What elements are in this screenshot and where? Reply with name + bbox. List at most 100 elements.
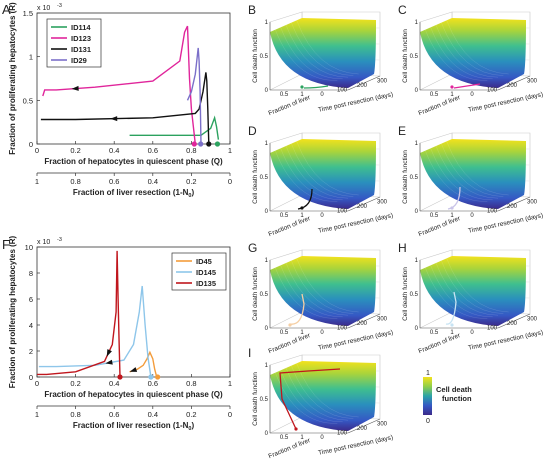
mesh-line (435, 262, 499, 316)
mesh-line (285, 24, 349, 78)
x2-tick-label: 0.6 (109, 177, 119, 186)
y-tick-label: 200 (357, 321, 368, 327)
x-tick-label: 0.5 (430, 330, 439, 336)
x2-axis-label: Fraction of liver resection (1-N0) (73, 421, 195, 432)
z-tick-label: 0.5 (260, 292, 269, 298)
panel-A: 0 0.5 1 1.5 0 0.2 0.4 0.6 0.8 1 x 10 -3 Fraction of … (8, 2, 232, 199)
trajectory-start-marker (300, 206, 304, 210)
trajectory-curve (447, 186, 461, 210)
z-tick-label: 0.5 (260, 397, 269, 403)
trajectory-start-marker (450, 323, 454, 327)
trajectory-curve (303, 85, 329, 89)
axis-edge (347, 75, 381, 91)
x-axis-label: Fraction of hepatocytes in quiescent pha… (44, 157, 223, 166)
mesh-line (285, 367, 349, 421)
x2-tick-label: 1 (35, 410, 39, 419)
z-tick-label: 0.5 (410, 175, 419, 181)
direction-arrow (110, 116, 118, 122)
y-tick-label: 0.5 (23, 96, 33, 105)
panel-letter-F: F (2, 237, 10, 252)
y-exponent-power: -3 (57, 3, 62, 9)
mesh-line (285, 262, 349, 316)
direction-arrow (129, 367, 138, 372)
mesh-line (296, 20, 359, 75)
trajectory-curve (279, 368, 341, 430)
surface (270, 18, 376, 88)
y-tick-label: 300 (377, 200, 388, 206)
mesh-line (430, 27, 493, 80)
x-tick-label: 0 (35, 146, 39, 155)
z-axis-label: Cell death function (252, 267, 259, 321)
x2-tick-label: 0.8 (70, 410, 80, 419)
mesh-line (291, 260, 354, 314)
surface (270, 361, 376, 431)
x-tick-label: 1 (300, 213, 304, 219)
mesh-line (446, 141, 509, 196)
series-line-ID29 (186, 47, 202, 145)
x-tick-label: 0.6 (148, 379, 158, 388)
direction-arrow (105, 359, 113, 365)
surface (420, 18, 526, 88)
colorbar-max-label: 1 (426, 370, 430, 377)
y-axis-label: Time post resection (days) (318, 329, 394, 352)
z-tick-label: 0.5 (260, 175, 269, 181)
legend-label-ID135: ID135 (196, 279, 216, 288)
endpoint-marker-ID29 (198, 141, 204, 147)
y-exponent: x 10 (37, 5, 50, 12)
y-axis-label: Time post resection (days) (318, 212, 394, 235)
y-tick-label: 100 (337, 431, 348, 437)
x-axis-label: Fraction of liver (418, 215, 463, 238)
y-axis-label: Fraction of proliferating hepatocytes (R… (8, 235, 17, 388)
y-tick-label: 100 (487, 326, 498, 332)
mesh-line (435, 145, 499, 199)
trajectory-start-marker (300, 85, 304, 89)
mesh-line (430, 148, 493, 201)
panel-letter-C: C (398, 3, 407, 17)
trajectory-start-marker (450, 206, 454, 210)
y-tick-label: 0 (470, 92, 474, 98)
mesh-line (280, 265, 343, 318)
z-tick-label: 0 (265, 326, 269, 332)
mesh-line (441, 22, 504, 76)
x-tick-label: 0.5 (280, 213, 289, 219)
y-tick-label: 200 (507, 204, 518, 210)
panel-letter-E: E (398, 124, 406, 138)
z-tick-label: 0 (415, 326, 419, 332)
mesh-line (296, 141, 359, 196)
endpoint-marker-ID131 (206, 141, 212, 147)
panel-letter-G: G (248, 241, 257, 255)
y-tick-label: 300 (377, 317, 388, 323)
y-tick-label: 300 (527, 200, 538, 206)
z-tick-label: 0 (265, 88, 269, 94)
z-axis-label: Cell death function (252, 29, 259, 83)
y-tick-label: 1 (29, 53, 33, 62)
y-tick-label: 1.5 (23, 9, 33, 18)
z-tick-label: 0 (415, 209, 419, 215)
axis-edge (497, 75, 531, 91)
x-tick-label: 0.2 (70, 146, 80, 155)
x-tick-label: 1 (228, 379, 232, 388)
legend-label-ID131: ID131 (71, 45, 91, 54)
x-tick-label: 1 (450, 330, 454, 336)
mesh-line (275, 29, 338, 81)
z-axis-label: Cell death function (402, 29, 409, 83)
y-tick-label: 6 (29, 295, 33, 304)
trajectory-curve (445, 291, 457, 325)
x-tick-label: 0.5 (430, 92, 439, 98)
z-tick-label: 1 (415, 141, 419, 147)
mesh-line (291, 143, 354, 197)
y-exponent: x 10 (37, 239, 50, 246)
x-tick-label: 1 (300, 330, 304, 336)
x-axis-label: Fraction of liver (418, 94, 463, 117)
z-axis-label: Cell death function (252, 150, 259, 204)
x-tick-label: 0.4 (109, 379, 119, 388)
z-tick-label: 1 (265, 20, 269, 26)
y-tick-label: 100 (337, 88, 348, 94)
series-line-ID123 (42, 25, 196, 145)
z-tick-label: 0 (265, 431, 269, 437)
y-tick-label: 300 (377, 422, 388, 428)
x-tick-label: 0.5 (430, 213, 439, 219)
mesh-line (425, 150, 488, 202)
